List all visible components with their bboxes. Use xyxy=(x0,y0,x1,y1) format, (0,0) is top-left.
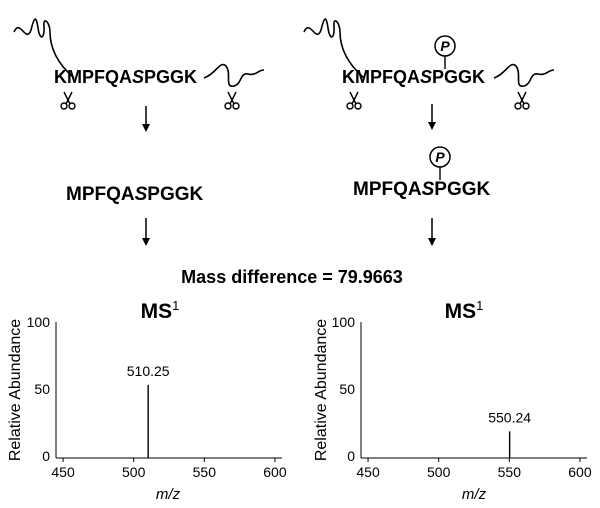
x-tick-label: 550 xyxy=(498,464,522,480)
arrow-down-icon xyxy=(142,218,150,246)
x-ticks: 450 500 550 600 xyxy=(51,458,287,480)
x-tick-label: 600 xyxy=(568,464,592,480)
product-sequence-left: MPFQASPGGK xyxy=(66,184,204,205)
x-ticks: 450 500 550 600 xyxy=(356,458,592,480)
y-tick-label: 100 xyxy=(27,314,51,330)
arrow-down-icon xyxy=(142,106,150,132)
x-tick-label: 450 xyxy=(51,464,75,480)
peak-label: 510.25 xyxy=(127,363,170,379)
right-scheme: P KMPFQASPGGK P MPFQASPGGK xyxy=(303,18,555,246)
y-tick-label: 0 xyxy=(347,448,355,464)
protein-chain-left-squiggle xyxy=(13,18,75,79)
x-tick-label: 500 xyxy=(122,464,146,480)
y-tick-label: 50 xyxy=(34,381,50,397)
y-tick-label: 50 xyxy=(339,381,355,397)
peak-label: 550.24 xyxy=(488,409,531,425)
y-tick-label: 100 xyxy=(332,314,356,330)
scissors-icon xyxy=(514,91,530,110)
peptide-sequence-left: KMPFQASPGGK xyxy=(54,67,197,87)
spectrum-right: MS1 Relative Abundance 100 50 0 450 500 55… xyxy=(313,298,592,503)
y-axis-label: Relative Abundance xyxy=(7,319,24,461)
x-tick-label: 550 xyxy=(193,464,217,480)
spectrum-title: MS1 xyxy=(445,298,484,323)
peaks: 550.24 xyxy=(488,409,531,458)
scissors-icon xyxy=(346,91,362,110)
peaks: 510.25 xyxy=(127,363,170,458)
protein-chain-right-squiggle xyxy=(493,63,555,87)
svg-text:P: P xyxy=(440,38,450,54)
svg-text:P: P xyxy=(435,149,445,165)
left-scheme: KMPFQASPGGK MPFQASPGGK xyxy=(13,18,265,246)
arrow-down-icon xyxy=(428,104,436,130)
phosphate-icon: P xyxy=(429,146,451,180)
mass-difference-label: Mass difference = 79.9663 xyxy=(181,267,403,287)
protein-chain-left-squiggle xyxy=(303,18,365,79)
y-axis-label: Relative Abundance xyxy=(313,319,330,461)
spectrum-left: MS1 Relative Abundance 100 50 0 450 500 55… xyxy=(7,298,287,503)
protein-chain-right-squiggle xyxy=(203,63,265,87)
x-axis-label: m/z xyxy=(462,486,487,503)
y-tick-label: 0 xyxy=(42,448,50,464)
x-axis-label: m/z xyxy=(156,486,181,503)
spectrum-title: MS1 xyxy=(141,298,180,323)
product-sequence-right: MPFQASPGGK xyxy=(353,179,491,200)
arrow-down-icon xyxy=(428,218,436,246)
scissors-icon xyxy=(60,91,76,110)
x-tick-label: 600 xyxy=(263,464,287,480)
x-tick-label: 500 xyxy=(427,464,451,480)
phosphate-icon: P xyxy=(434,35,456,69)
peptide-sequence-right: KMPFQASPGGK xyxy=(342,67,485,87)
x-tick-label: 450 xyxy=(356,464,380,480)
scissors-icon xyxy=(224,91,240,110)
